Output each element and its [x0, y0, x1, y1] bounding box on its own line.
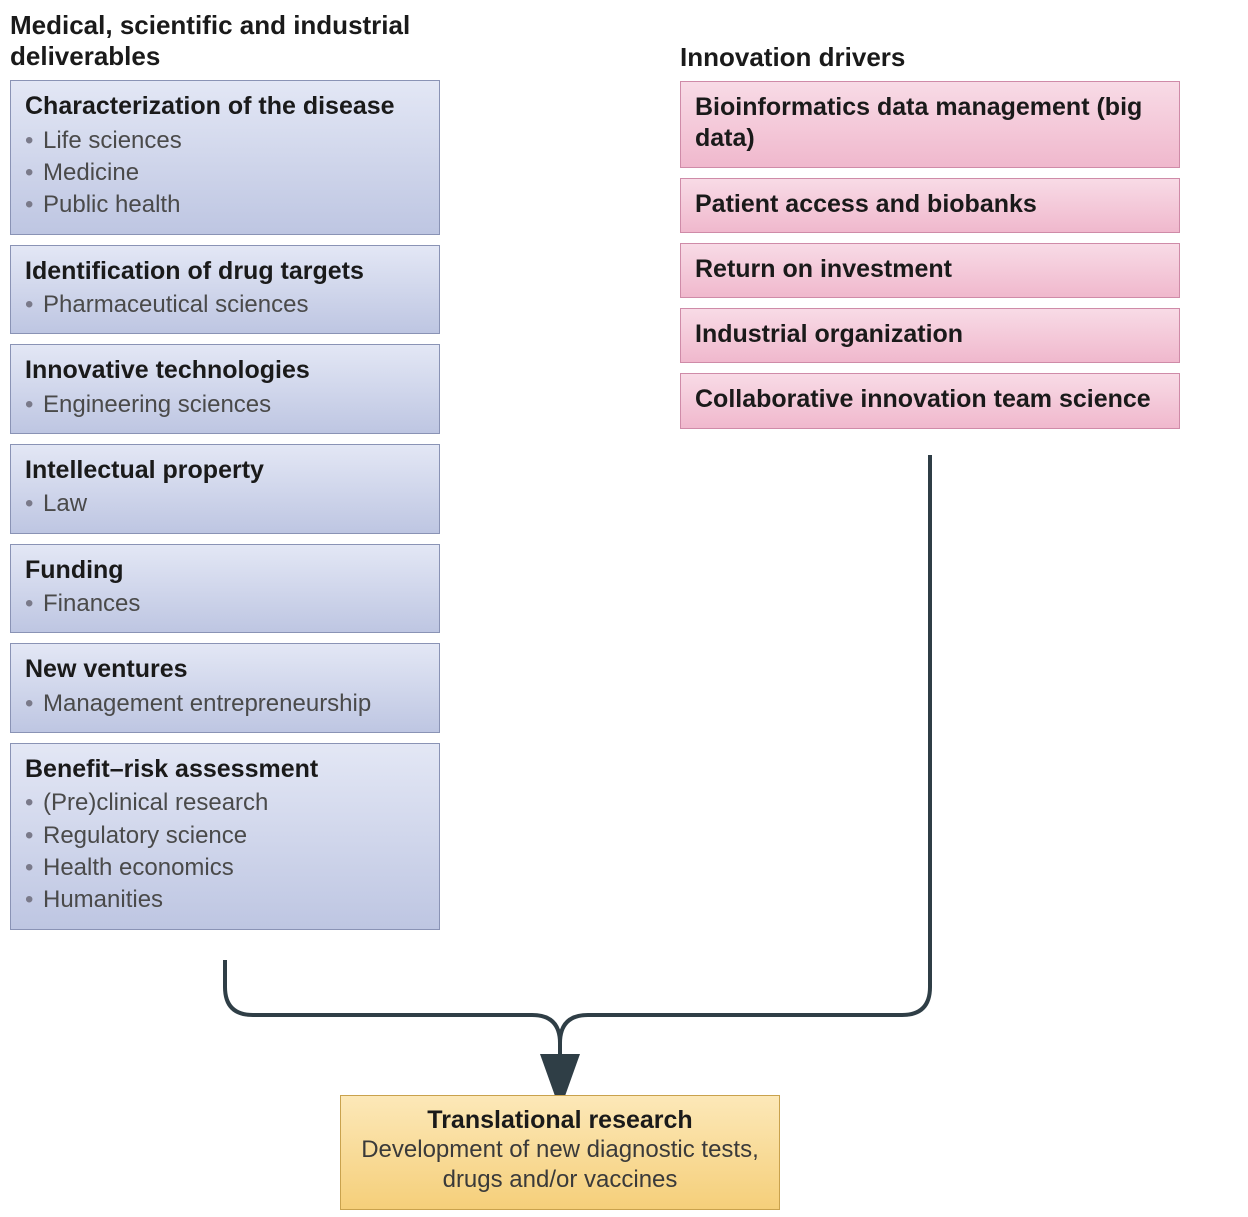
box-title: Innovative technologies: [25, 355, 425, 386]
right-header: Innovation drivers: [680, 42, 1180, 73]
bullet-list: Pharmaceutical sciences: [25, 289, 425, 321]
box-title: Identification of drug targets: [25, 256, 425, 287]
box-title: Funding: [25, 555, 425, 586]
driver-box: Industrial organization: [680, 308, 1180, 363]
result-title: Translational research: [355, 1106, 765, 1135]
deliverable-box: New venturesManagement entrepreneurship: [10, 643, 440, 733]
box-title: Intellectual property: [25, 455, 425, 486]
bullet-item: Finances: [25, 588, 425, 620]
bullet-list: (Pre)clinical researchRegulatory science…: [25, 787, 425, 917]
driver-box: Collaborative innovation team science: [680, 373, 1180, 428]
right-column: Innovation drivers Bioinformatics data m…: [680, 42, 1180, 439]
bullet-item: Pharmaceutical sciences: [25, 289, 425, 321]
deliverable-box: FundingFinances: [10, 544, 440, 634]
bullet-item: Engineering sciences: [25, 389, 425, 421]
box-title: New ventures: [25, 654, 425, 685]
driver-box: Return on investment: [680, 243, 1180, 298]
bullet-list: Engineering sciences: [25, 389, 425, 421]
bullet-item: Management entrepreneurship: [25, 688, 425, 720]
box-title: Industrial organization: [695, 319, 1165, 350]
bullet-item: Regulatory science: [25, 820, 425, 852]
bullet-item: Public health: [25, 189, 425, 221]
box-title: Characterization of the disease: [25, 91, 425, 122]
deliverable-box: Identification of drug targetsPharmaceut…: [10, 245, 440, 335]
box-title: Benefit–risk assessment: [25, 754, 425, 785]
bullet-item: Medicine: [25, 157, 425, 189]
left-header: Medical, scientific and industrial deliv…: [10, 10, 440, 72]
bullet-list: Life sciencesMedicinePublic health: [25, 125, 425, 222]
deliverable-box: Intellectual propertyLaw: [10, 444, 440, 534]
result-box: Translational research Development of ne…: [340, 1095, 780, 1210]
bullet-item: Law: [25, 488, 425, 520]
box-title: Patient access and biobanks: [695, 189, 1165, 220]
deliverable-box: Characterization of the diseaseLife scie…: [10, 80, 440, 234]
bullet-list: Management entrepreneurship: [25, 688, 425, 720]
driver-box: Patient access and biobanks: [680, 178, 1180, 233]
left-column: Medical, scientific and industrial deliv…: [10, 10, 440, 940]
bullet-item: Humanities: [25, 884, 425, 916]
deliverable-box: Innovative technologiesEngineering scien…: [10, 344, 440, 434]
left-boxes-container: Characterization of the diseaseLife scie…: [10, 80, 440, 929]
right-boxes-container: Bioinformatics data management (big data…: [680, 81, 1180, 429]
box-title: Bioinformatics data management (big data…: [695, 92, 1165, 155]
bullet-list: Law: [25, 488, 425, 520]
deliverable-box: Benefit–risk assessment(Pre)clinical res…: [10, 743, 440, 930]
driver-box: Bioinformatics data management (big data…: [680, 81, 1180, 168]
box-title: Collaborative innovation team science: [695, 384, 1165, 415]
bullet-item: Health economics: [25, 852, 425, 884]
bullet-item: (Pre)clinical research: [25, 787, 425, 819]
bullet-list: Finances: [25, 588, 425, 620]
box-title: Return on investment: [695, 254, 1165, 285]
bullet-item: Life sciences: [25, 125, 425, 157]
result-subtitle: Development of new diagnostic tests, dru…: [355, 1135, 765, 1195]
